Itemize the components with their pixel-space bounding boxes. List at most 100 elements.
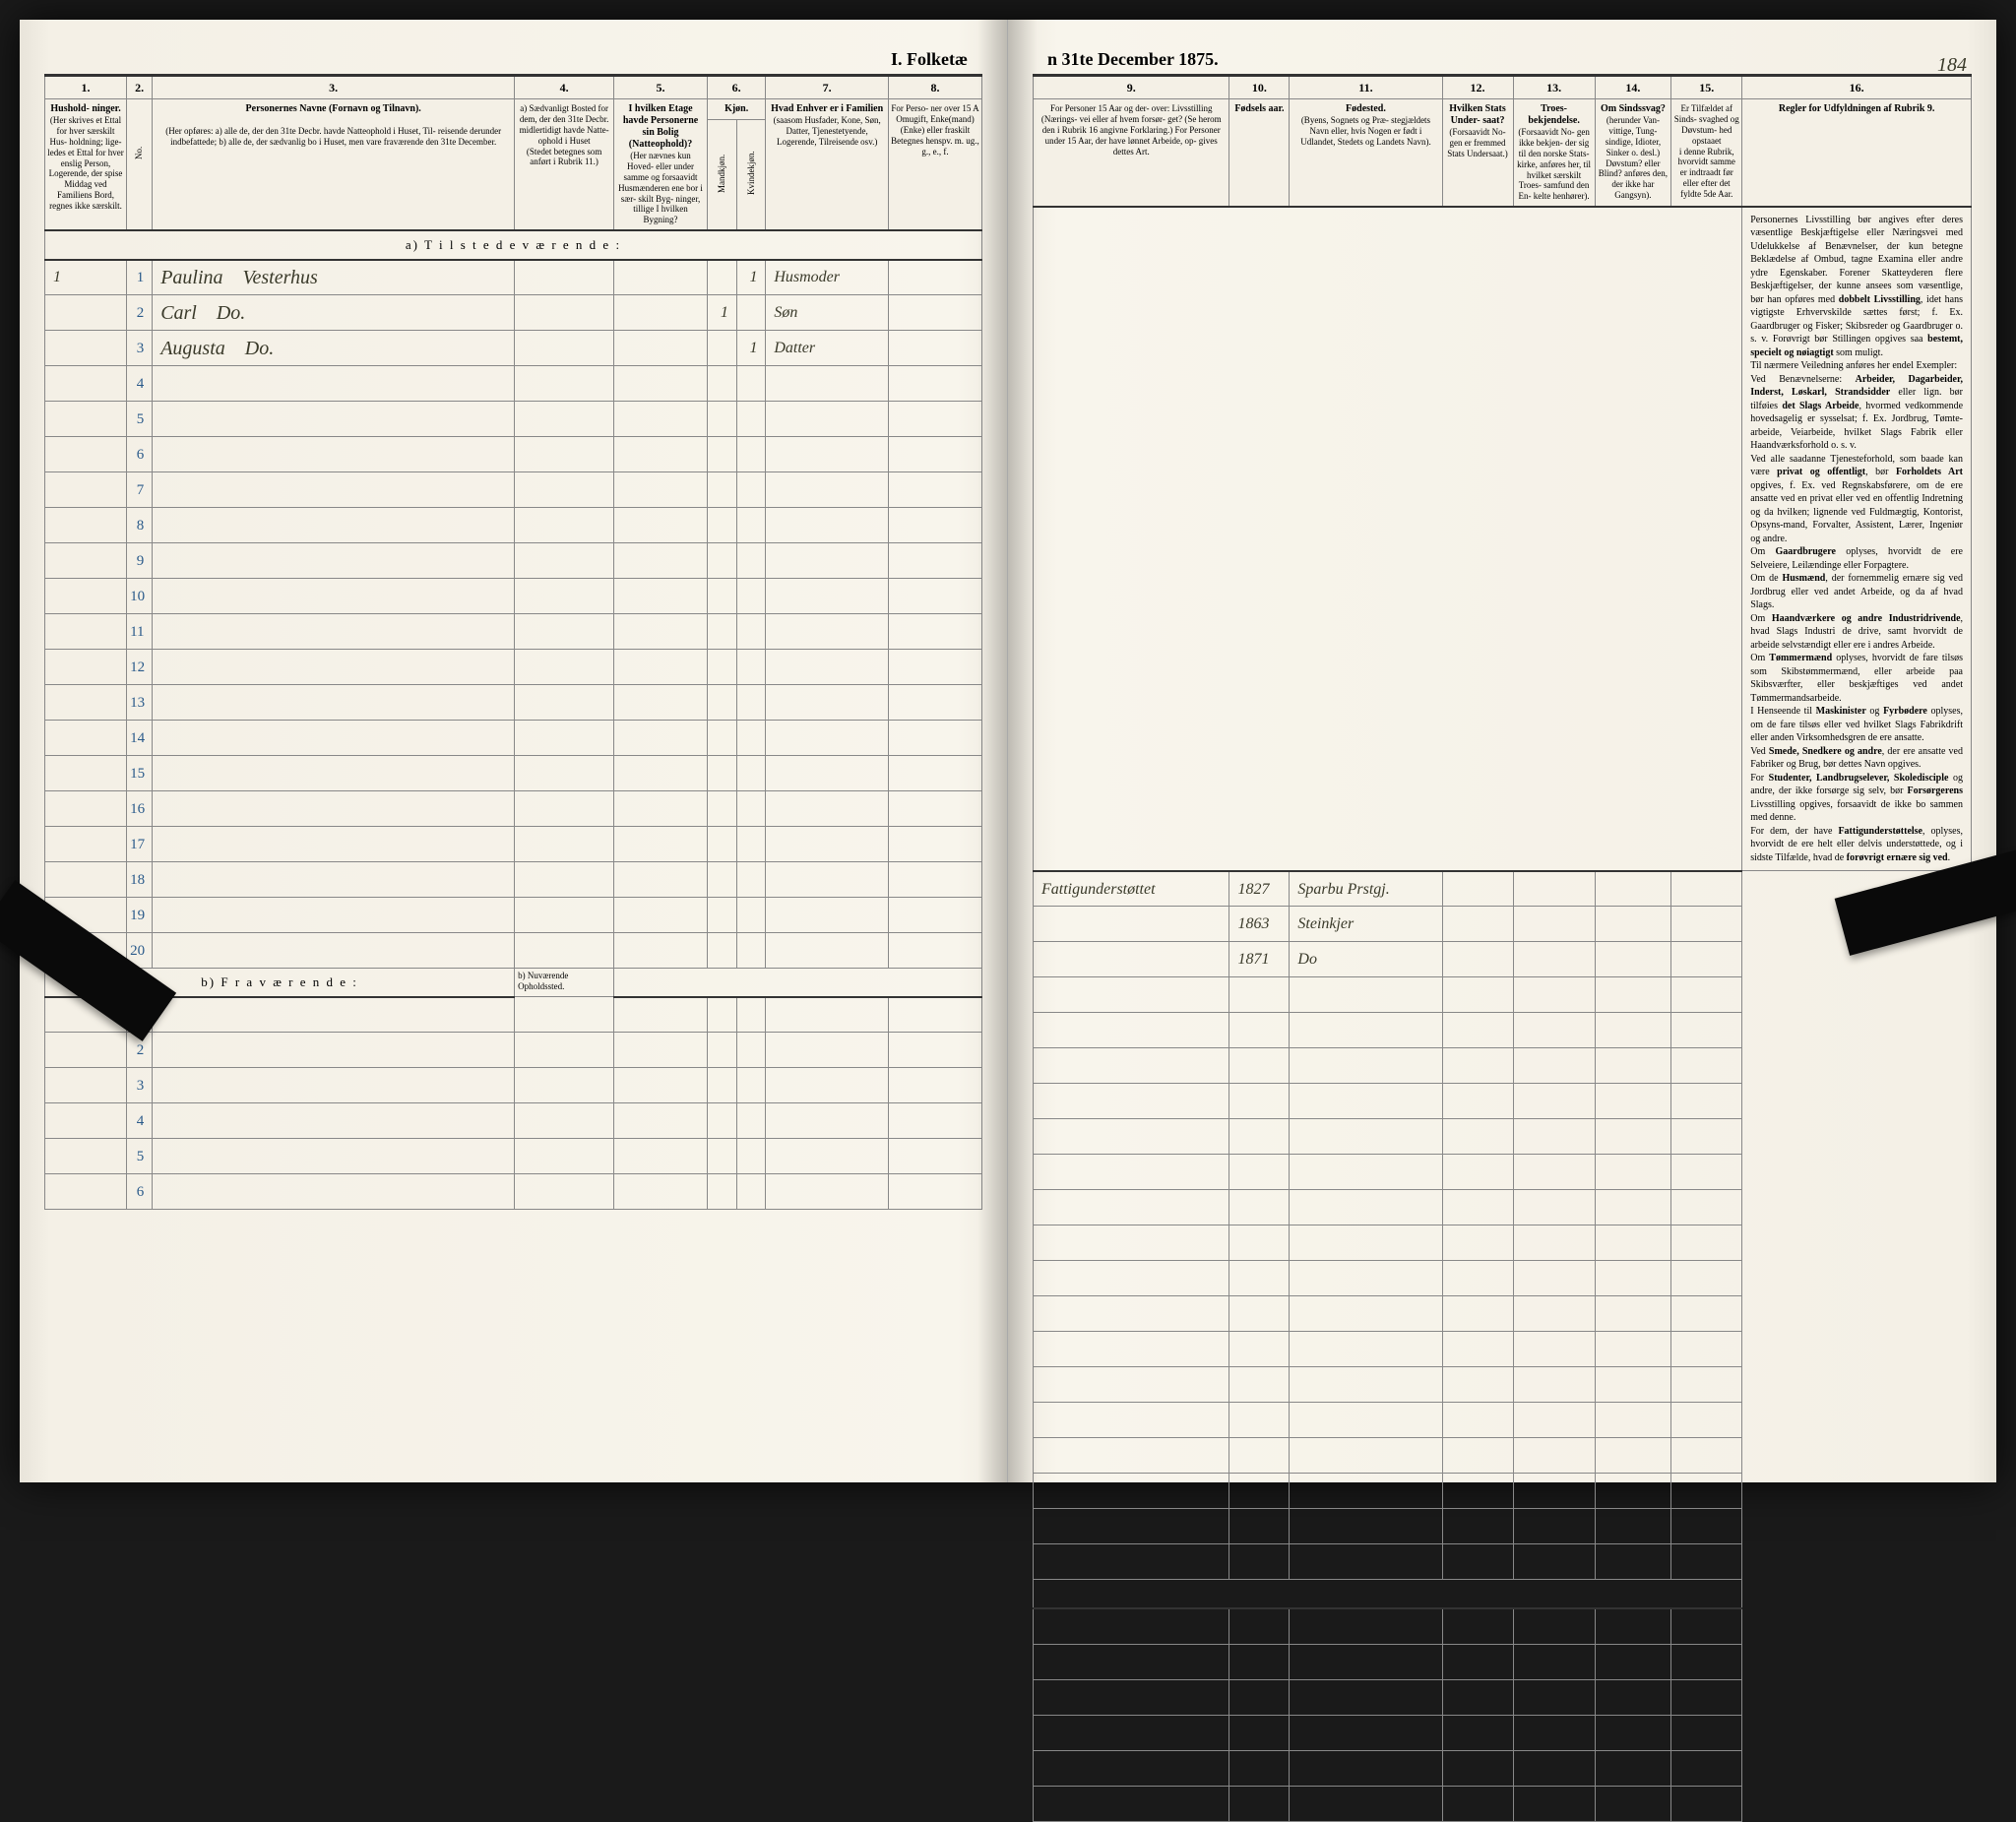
header-6b: Kvindekjøn. [736,120,766,230]
table-row-empty: 18 [45,862,982,898]
table-row: 2Carl Do.1Søn [45,295,982,331]
table-row-empty: 11 [45,614,982,650]
left-page: I. Folketæ 1. 2. 3. 4. 5. 6. 7. 8. [20,20,1008,1482]
table-row-empty [1034,1332,1972,1367]
table-row-empty: 1 [45,997,982,1033]
header-3: Personernes Navne (Fornavn og Tilnavn).(… [153,99,515,230]
header-6a: Mandkjøn. [708,120,737,230]
table-row-empty [1034,1679,1972,1715]
table-row-empty: 3 [45,1068,982,1103]
header-8: For Perso- ner over 15 A Omugift, Enke(m… [888,99,981,230]
table-row-empty [1034,1261,1972,1296]
table-row-empty: 20 [45,933,982,969]
table-row: 1871Do [1034,942,1972,977]
rows-absent-left: 123456 [45,997,982,1210]
table-row-empty: 17 [45,827,982,862]
rules-column: Personernes Livsstilling bør angives eft… [1742,207,1972,871]
page-title-right: n 31te December 1875. [1033,49,1972,70]
header-7: Hvad Enhver er i Familien(saasom Husfade… [766,99,889,230]
table-row: 1863Steinkjer [1034,907,1972,942]
census-table-right: 9. 10. 11. 12. 13. 14. 15. 16. For Perso… [1033,74,1972,1822]
header-6: Kjøn. [708,99,766,120]
table-row-empty: 16 [45,791,982,827]
table-row-empty [1034,1048,1972,1084]
table-row-empty: 19 [45,898,982,933]
table-row-empty: 12 [45,650,982,685]
table-row-empty [1034,977,1972,1013]
table-row-empty [1034,1367,1972,1403]
census-book-spread: I. Folketæ 1. 2. 3. 4. 5. 6. 7. 8. [20,20,1996,1482]
colnum-8: 8. [888,76,981,99]
colnum-14: 14. [1595,76,1671,99]
table-row-empty [1034,1438,1972,1474]
table-row-empty: 15 [45,756,982,791]
table-row-empty [1034,1608,1972,1644]
colnum-6: 6. [708,76,766,99]
colnum-7: 7. [766,76,889,99]
colnum-15: 15. [1671,76,1742,99]
right-page: 184 n 31te December 1875. 9. 10. 11. 12.… [1008,20,1996,1482]
colnum-11: 11. [1290,76,1442,99]
table-row-empty [1034,1786,1972,1821]
section-b-spacer-right [1034,1580,1742,1608]
table-row-empty [1034,1544,1972,1580]
table-row-empty [1034,1750,1972,1786]
table-row-empty [1034,1509,1972,1544]
table-row-empty [1034,1474,1972,1509]
header-9: For Personer 15 Aar og der- over: Livsst… [1034,99,1229,207]
table-row-empty [1034,1225,1972,1261]
header-1: Hushold- ninger.(Her skrives et Ettal fo… [45,99,127,230]
header-11: Fødested.(Byens, Sognets og Præ- stegjæl… [1290,99,1442,207]
table-row: 3Augusta Do.1Datter [45,331,982,366]
table-row-empty: 5 [45,1139,982,1174]
table-row-empty: 4 [45,1103,982,1139]
table-row-empty [1034,1715,1972,1750]
colnum-4: 4. [515,76,614,99]
section-b-col4: b) Nuværende Opholdssted. [515,969,614,997]
section-a-spacer-right [1034,207,1742,871]
table-row-empty: 13 [45,685,982,721]
table-row-empty [1034,1296,1972,1332]
header-5: I hvilken Etage havde Personerne sin Bol… [614,99,708,230]
table-row-empty [1034,1013,1972,1048]
header-13: Troes- bekjendelse.(Forsaavidt No- gen i… [1513,99,1595,207]
table-row-empty [1034,1155,1972,1190]
table-row-empty [1034,1644,1972,1679]
rows-absent-right [1034,1608,1972,1821]
table-row-empty: 9 [45,543,982,579]
table-row-empty: 5 [45,402,982,437]
colnum-16: 16. [1742,76,1972,99]
table-row-empty: 10 [45,579,982,614]
table-row-empty [1034,1084,1972,1119]
colnum-2: 2. [127,76,153,99]
header-12: Hvilken Stats Under- saat?(Forsaavidt No… [1442,99,1513,207]
table-row-empty: 6 [45,1174,982,1210]
table-row-empty [1034,1119,1972,1155]
header-14: Om Sindssvag?(herunder Van- vittige, Tun… [1595,99,1671,207]
census-table-left: 1. 2. 3. 4. 5. 6. 7. 8. Hushold- ninger.… [44,74,982,1210]
header-10: Fødsels aar. [1229,99,1290,207]
table-row-empty: 2 [45,1033,982,1068]
section-a-label: a) T i l s t e d e v æ r e n d e : [45,230,982,260]
page-number: 184 [1929,54,1967,77]
table-row: 11Paulina Vesterhus1Husmoder [45,260,982,295]
table-row-empty: 7 [45,472,982,508]
header-4: a) Sædvanligt Bosted for dem, der den 31… [515,99,614,230]
table-row-empty [1034,1190,1972,1225]
table-row-empty: 8 [45,508,982,543]
table-row-empty: 4 [45,366,982,402]
colnum-13: 13. [1513,76,1595,99]
table-row-empty [1034,1403,1972,1438]
colnum-3: 3. [153,76,515,99]
table-row-empty: 14 [45,721,982,756]
header-16: Regler for Udfyldningen af Rubrik 9. [1742,99,1972,207]
colnum-12: 12. [1442,76,1513,99]
colnum-10: 10. [1229,76,1290,99]
table-row-empty: 6 [45,437,982,472]
page-title-left: I. Folketæ [44,49,982,70]
header-2: No. [127,99,153,230]
header-15: Er Tilfældet af Sinds- svaghed og Døvstu… [1671,99,1742,207]
colnum-5: 5. [614,76,708,99]
colnum-1: 1. [45,76,127,99]
table-row: Fattigunderstøttet1827Sparbu Prstgj. [1034,871,1972,907]
